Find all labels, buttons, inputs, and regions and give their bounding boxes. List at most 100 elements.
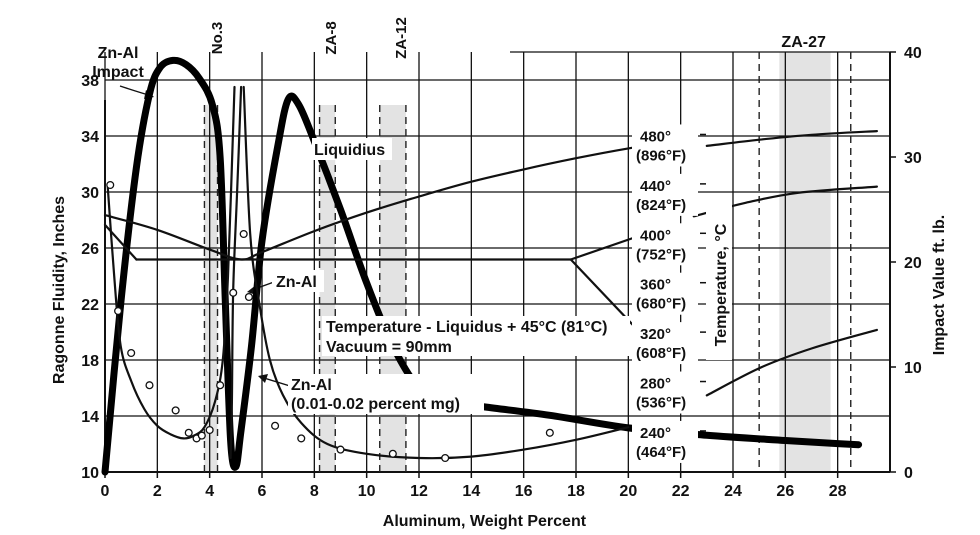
y-left-tick-label: 18 [81,353,99,370]
y-left-tick-label: 34 [81,129,99,146]
data-point-zn-al-measured-points [229,288,238,297]
temp-tick-celsius: 400° [640,227,671,244]
alloy-label-za27: ZA-27 [781,34,826,51]
temp-label-bg [632,322,698,365]
series-line-zn-al-fluidity [106,85,236,440]
temp-tick-fahrenheit: (464°F) [636,444,686,461]
temp-tick-celsius: 360° [640,277,671,294]
y-right-tick-label: 30 [904,150,922,167]
data-point-zn-al-measured-points [441,453,450,463]
data-point-zn-al-measured-points [205,425,214,435]
temp-tick-celsius: 320° [640,326,671,343]
temp-tick-fahrenheit: (680°F) [636,296,686,313]
annotation-zn-al-mg-line1: Zn-Al [291,377,332,394]
annotation-impact-line2: Impact [92,64,144,81]
series-line-lower-right-curve [705,328,878,397]
temp-tick-fahrenheit: (824°F) [636,197,686,214]
temp-tick-celsius: 440° [640,178,671,195]
x-tick-label: 4 [205,483,214,500]
temp-tick-celsius: 280° [640,376,671,393]
y-left-tick-label: 22 [81,297,99,314]
data-point-zn-al-measured-points [297,434,306,443]
zn-al-mg-label-bg [288,374,484,414]
series-line-zn-al-0-01-0-02-percent-mg [242,85,630,460]
annotation-zn-al-mg-line2: (0.01-0.02 percent mg) [291,396,460,413]
data-point-zn-al-measured-points [388,449,397,458]
data-point-zn-al-measured-points [145,381,154,390]
y-left-tick-label: 38 [81,73,99,90]
y-left-tick-label: 26 [81,241,99,258]
data-point-zn-al-measured-points [184,428,193,437]
y-right-tick-label: 0 [904,465,913,482]
data-point-zn-al-measured-points [114,306,123,316]
x-tick-label: 6 [258,483,267,500]
series-line-zn-al-impact [101,56,863,476]
x-axis-title: Aluminum, Weight Percent [383,513,587,530]
series-line-upper-right-curve [705,130,878,147]
x-tick-label: 28 [829,483,847,500]
temp-label-bg [632,272,698,315]
x-tick-label: 2 [153,483,162,500]
y-right-tick-label: 40 [904,45,922,62]
temp-tick-fahrenheit: (608°F) [636,345,686,362]
y-left-axis-title: Ragonne Fluidity, Inches [51,196,68,384]
x-tick-label: 0 [101,483,110,500]
x-tick-label: 18 [567,483,585,500]
data-point-zn-al-measured-points [239,229,248,239]
temperature-title-bg [706,200,732,360]
temp-tick-celsius: 240° [640,425,671,442]
x-tick-label: 8 [310,483,319,500]
data-point-zn-al-measured-points [171,406,180,415]
liquidius-label-bg [312,138,392,160]
alloy-label-za12: ZA-12 [393,17,410,59]
data-point-zn-al-measured-points [271,421,280,430]
series-line-phase-line-a [103,223,138,261]
data-point-zn-al-measured-points [127,348,136,358]
y-right-tick-label: 20 [904,255,922,272]
alloy-label-za8: ZA-8 [323,21,340,54]
zn-al-label-bg [272,270,324,292]
x-tick-label: 12 [410,483,428,500]
y-left-tick-label: 30 [81,185,99,202]
curves [101,56,878,476]
temperature-axis-title: Temperature, °C [713,223,730,346]
temp-label-bg [632,173,698,216]
y-right-axis-title: Impact Value ft. lb. [931,215,948,355]
annotation-conditions-line2: Vacuum = 90mm [326,339,452,356]
annotation-zn-al: Zn-Al [276,274,317,291]
temp-tick-fahrenheit: (752°F) [636,246,686,263]
data-point-zn-al-measured-points [545,428,554,437]
x-tick-label: 26 [776,483,794,500]
data-point-zn-al-measured-points [244,292,253,302]
alloy-label-no3: No.3 [209,22,226,55]
series-line-liquidus [103,141,669,261]
text-labels: 240° (464°F) 280° (536°F) 320° (608°F) 360° (68… [51,17,948,530]
data-point-zn-al-measured-points [197,431,206,440]
y-left-tick-label: 10 [81,465,99,482]
alloy-band-no-3 [204,105,218,472]
temp-label-bg [632,124,698,167]
annotation-conditions-line1: Temperature - Liquidus + 45°C (81°C) [326,319,607,336]
temp-label-bg [632,223,698,266]
data-point-zn-al-measured-points [216,381,225,390]
alloy-band-za-27 [779,52,831,472]
annotation-liquidius: Liquidius [314,142,385,159]
alloy-band-za-12 [379,105,406,472]
x-tick-label: 14 [462,483,480,500]
conditions-label-bg [322,316,630,356]
zn-al-mg-arrowhead [258,374,268,383]
y-left-tick-label: 14 [81,409,99,426]
y-right-tick-label: 10 [904,360,922,377]
data-point-zn-al-measured-points [336,445,345,454]
annotation-impact-line1: Zn-Al [98,45,139,62]
x-tick-label: 16 [515,483,533,500]
temp-tick-fahrenheit: (896°F) [636,147,686,164]
x-tick-label: 20 [619,483,637,500]
temp-label-bg [632,420,698,463]
x-tick-label: 22 [672,483,690,500]
x-tick-label: 24 [724,483,742,500]
temp-label-bg [632,371,698,414]
x-tick-label: 10 [358,483,376,500]
data-point-zn-al-measured-points [106,180,115,190]
